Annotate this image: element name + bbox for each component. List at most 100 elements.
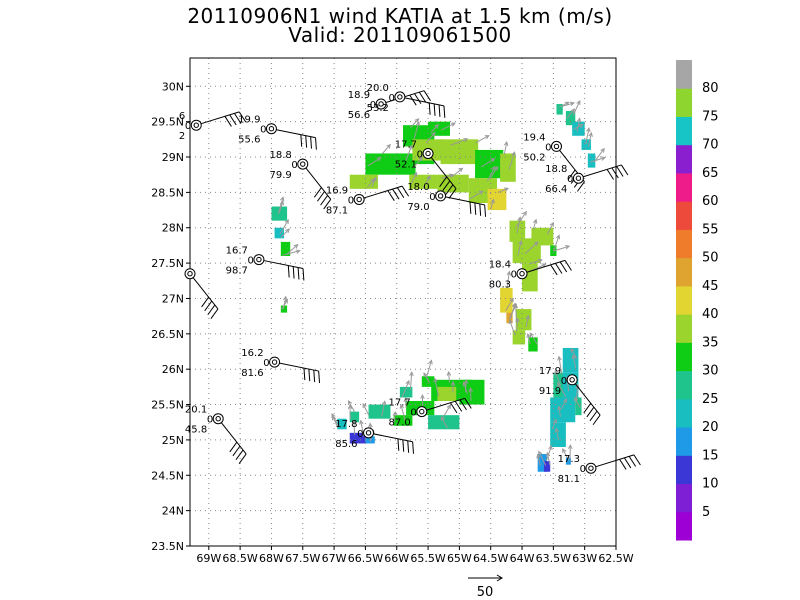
wind-arrow [331, 413, 339, 427]
colorbar-segment [676, 285, 692, 315]
wind-cell [515, 309, 532, 331]
station-label: 0 [561, 376, 567, 387]
wind-barb-flag [616, 166, 624, 177]
wind-arrowhead [548, 444, 553, 451]
wind-arrowhead [565, 245, 571, 250]
wind-arrowhead [506, 270, 512, 276]
station-marker-inner [553, 143, 560, 150]
grid [190, 58, 617, 547]
wind-barb-flag [576, 181, 585, 192]
wind-arrowhead [511, 151, 516, 157]
wind-arrowhead [428, 359, 433, 365]
wind-barb-flag [407, 440, 410, 453]
y-tick-label: 27.5N [151, 257, 184, 270]
wind-arrowhead [446, 404, 451, 410]
station-label: 18.9 [348, 90, 370, 101]
colorbar-label: 30 [702, 364, 719, 379]
wind-barb-flag [423, 90, 431, 102]
station-label: 2 [179, 131, 185, 142]
wind-arrowhead [399, 403, 405, 409]
wind-arrowhead [576, 99, 581, 106]
station-marker [353, 193, 365, 205]
wind-barb [271, 128, 316, 139]
wind-arrow [570, 348, 578, 359]
station-label: 0 [580, 464, 586, 475]
wind-barb-flag [418, 91, 427, 103]
wind-barb-flag [592, 414, 601, 426]
colorbar-label: 80 [702, 81, 719, 96]
wind-arrow [529, 332, 538, 345]
wind-barb-flag [392, 188, 400, 200]
scale-arrow-label: 50 [477, 585, 494, 600]
x-tick-label: 69W [196, 552, 221, 565]
wind-barb-flag [302, 268, 305, 281]
station-label: 17.8 [335, 419, 357, 430]
wind-arrow [451, 167, 463, 178]
station-label: 0 [207, 415, 213, 426]
wind-cell [365, 153, 416, 175]
wind-arrow [490, 166, 499, 178]
colorbar-segment [676, 257, 692, 287]
station-marker [566, 374, 578, 386]
station-label: 16.9 [326, 185, 348, 196]
station-marker-inner [268, 126, 275, 132]
wind-arrowhead [433, 377, 438, 383]
wind-arrow [566, 108, 575, 119]
wind-arrowhead [578, 124, 584, 129]
colorbar-label: 70 [702, 138, 719, 153]
wind-barb-flag [207, 304, 216, 316]
wind-arrow [574, 397, 581, 409]
y-tick-label: 26.5N [151, 328, 184, 341]
wind-arrowhead [282, 295, 288, 301]
station-marker [269, 356, 281, 368]
wind-arrow [589, 157, 606, 163]
wind-arrow [516, 211, 527, 227]
x-tick-label: 64W [510, 552, 535, 565]
wind-arrow [286, 244, 298, 255]
colorbar-label: 40 [702, 307, 719, 322]
station-label: 18.0 [407, 182, 429, 193]
wind-arrow [381, 144, 391, 154]
wind-barb-flag [555, 263, 563, 274]
station-label: 0 [248, 256, 254, 267]
wind-arrow [561, 398, 567, 409]
wind-arrowhead [493, 165, 499, 171]
station-marker-inner [356, 196, 362, 203]
wind-barb [302, 163, 332, 200]
wind-arrow [554, 370, 561, 386]
wind-arrow [413, 122, 420, 140]
wind-barb [217, 418, 247, 455]
station-label: 17.7 [389, 398, 411, 409]
y-tick-label: 29N [162, 151, 184, 164]
wind-arrowhead [284, 218, 289, 224]
colorbar-segment [676, 370, 692, 400]
stations: 60219.9055.618.8079.918.9056.620.0053.21… [179, 83, 641, 485]
x-tick-label: 68W [259, 552, 284, 565]
wind-barb-flag [204, 300, 213, 312]
wind-arrow [381, 401, 386, 417]
wind-arrowhead [569, 101, 576, 107]
colorbar-segment [676, 60, 692, 89]
wind-arrowhead [434, 123, 439, 129]
station-marker-inner [256, 256, 262, 263]
wind-arrowhead [458, 167, 464, 173]
wind-barb-flag [232, 445, 241, 457]
x-tick-label: 65.5W [410, 552, 445, 565]
wind-barb [196, 111, 240, 126]
wind-arrowhead [570, 347, 575, 353]
wind-arrowhead [549, 221, 554, 227]
wind-arrowhead [586, 127, 591, 133]
wind-arrow [558, 356, 563, 375]
station-label: 50.2 [523, 152, 545, 163]
station-marker-inner [569, 377, 575, 383]
wind-barb [421, 397, 465, 413]
wind-barb-flag [401, 185, 410, 197]
wind-arrow [353, 420, 356, 435]
station-marker [363, 427, 375, 439]
wind-arrow [587, 132, 592, 147]
